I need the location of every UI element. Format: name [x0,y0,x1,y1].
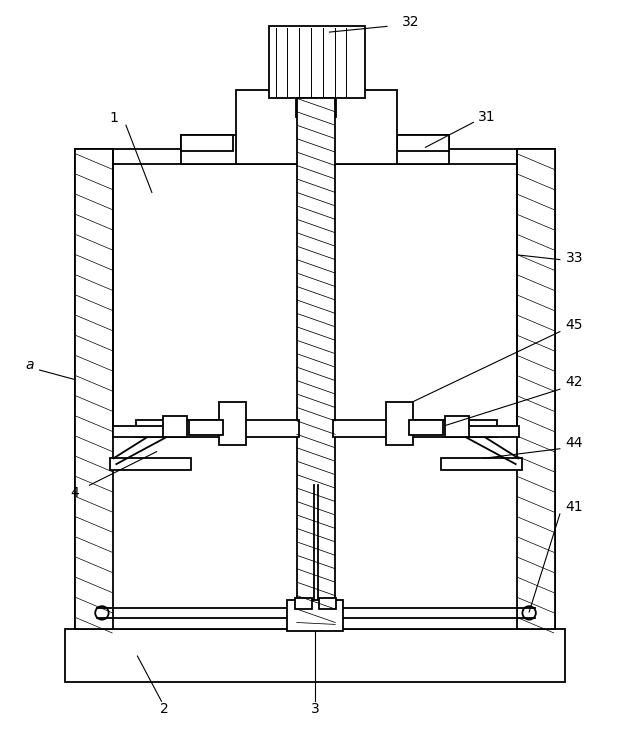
Bar [409,420,442,435]
Bar [295,597,312,609]
Bar [163,416,187,437]
Text: 1: 1 [109,111,118,125]
Text: 42: 42 [565,376,583,390]
Bar [334,420,496,437]
Bar [135,420,299,437]
Bar [386,402,413,445]
Bar [75,149,555,629]
Text: 4: 4 [71,486,79,500]
Bar [441,459,522,470]
Bar [236,90,397,164]
Bar [287,600,343,631]
Bar [296,99,336,116]
Text: 32: 32 [403,16,420,30]
Bar [444,416,468,437]
Text: a: a [26,358,34,372]
Text: 41: 41 [565,500,583,514]
Bar [517,149,555,629]
Bar [219,402,246,445]
Text: 2: 2 [160,702,169,716]
Bar [189,420,223,435]
Text: 33: 33 [565,250,583,265]
Text: 31: 31 [478,110,496,124]
Bar [110,459,191,470]
Bar [297,99,335,625]
Bar [180,135,449,164]
Bar [75,149,113,629]
Bar [397,135,449,151]
Text: 3: 3 [311,702,320,716]
Text: 44: 44 [565,436,583,450]
Bar [269,27,365,99]
Bar [180,135,234,151]
Bar [319,597,336,609]
Bar [113,425,166,437]
Bar [65,629,565,682]
Bar [466,425,518,437]
Text: 45: 45 [565,318,583,332]
